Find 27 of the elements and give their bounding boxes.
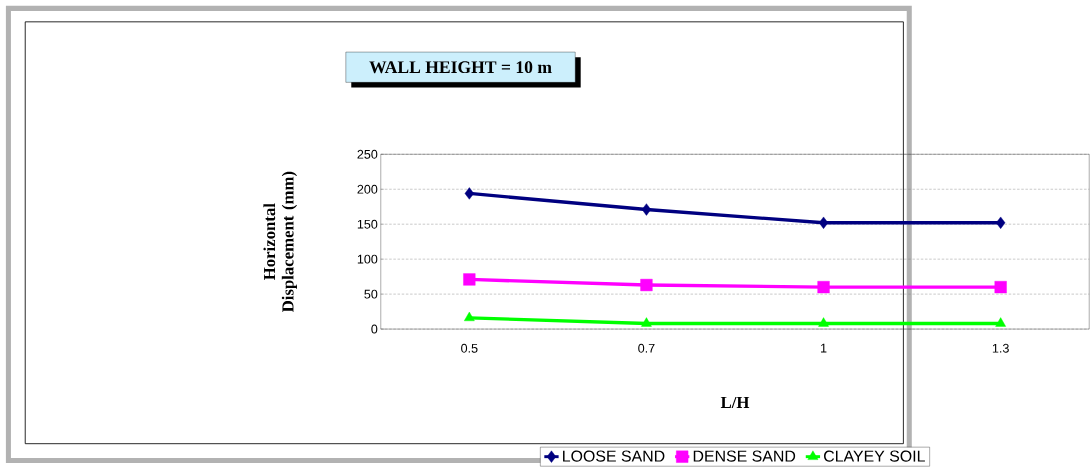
y-tick-label: 250 bbox=[357, 149, 378, 159]
x-tick-label: 0.5 bbox=[461, 343, 478, 353]
x-tick-label: 0.7 bbox=[638, 343, 655, 353]
legend-label: CLAYEY SOIL bbox=[824, 450, 925, 462]
point bbox=[817, 281, 830, 294]
point bbox=[463, 273, 476, 286]
y-tick-label: 100 bbox=[357, 254, 378, 264]
point bbox=[818, 216, 829, 229]
legend-label: LOOSE SAND bbox=[563, 450, 665, 462]
y-tick-label: 50 bbox=[364, 289, 378, 299]
y-tick-label: 200 bbox=[357, 184, 378, 194]
x-tick-label: 1 bbox=[821, 343, 827, 353]
point bbox=[464, 311, 475, 322]
legend-label: DENSE SAND bbox=[693, 450, 796, 462]
point bbox=[640, 278, 653, 292]
y-axis-title: Horizontal Displacement (mm) bbox=[263, 171, 297, 313]
y-tick-label: 150 bbox=[357, 219, 378, 229]
point bbox=[641, 317, 652, 327]
point bbox=[818, 317, 829, 327]
x-axis-title: L/H bbox=[720, 396, 750, 409]
point bbox=[994, 281, 1007, 294]
chart-title: WALL HEIGHT = 10 m bbox=[369, 61, 552, 74]
y-tick-label: 0 bbox=[371, 324, 378, 334]
point bbox=[464, 187, 474, 200]
x-tick-label: 1.3 bbox=[992, 343, 1009, 353]
point bbox=[996, 216, 1006, 229]
point bbox=[995, 317, 1006, 327]
